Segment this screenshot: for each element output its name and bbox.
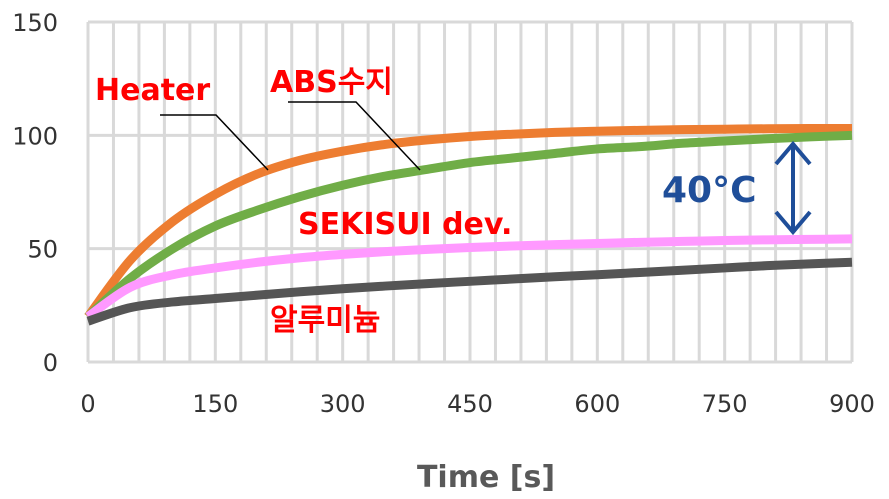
abs-label: ABS수지: [270, 65, 393, 100]
abs-leader-line: [288, 101, 421, 171]
y-tick-label: 100: [12, 122, 58, 150]
x-axis-ticks: 0 150 300 450 600 750 900: [80, 390, 875, 418]
difference-label: 40°C: [662, 170, 757, 211]
x-tick-label: 600: [574, 390, 620, 418]
series-line: [85, 234, 853, 321]
grid: [86, 20, 854, 364]
series-lines: [84, 124, 853, 326]
series-line: [84, 130, 853, 320]
x-tick-label: 750: [702, 390, 748, 418]
double-arrow-icon: [774, 140, 812, 236]
y-tick-label: 50: [27, 236, 58, 264]
y-tick-label: 150: [12, 9, 58, 37]
aluminum-label: 알루미늄: [270, 303, 380, 338]
annotations: Heater ABS수지 SEKISUI dev. 알루미늄 40°C: [95, 65, 812, 338]
heater-leader-line: [160, 114, 269, 171]
x-tick-label: 300: [320, 390, 366, 418]
heater-label: Heater: [95, 73, 210, 108]
x-tick-label: 900: [829, 390, 875, 418]
series-line: [86, 257, 853, 326]
y-tick-label: 0: [43, 349, 58, 377]
x-tick-label: 150: [192, 390, 238, 418]
x-axis-title: Time [s]: [417, 460, 555, 495]
series-line: [84, 124, 853, 320]
x-tick-label: 0: [80, 390, 95, 418]
x-tick-label: 450: [447, 390, 493, 418]
y-axis-ticks: 0 50 100 150: [12, 9, 58, 377]
sekisui-label: SEKISUI dev.: [298, 207, 512, 242]
